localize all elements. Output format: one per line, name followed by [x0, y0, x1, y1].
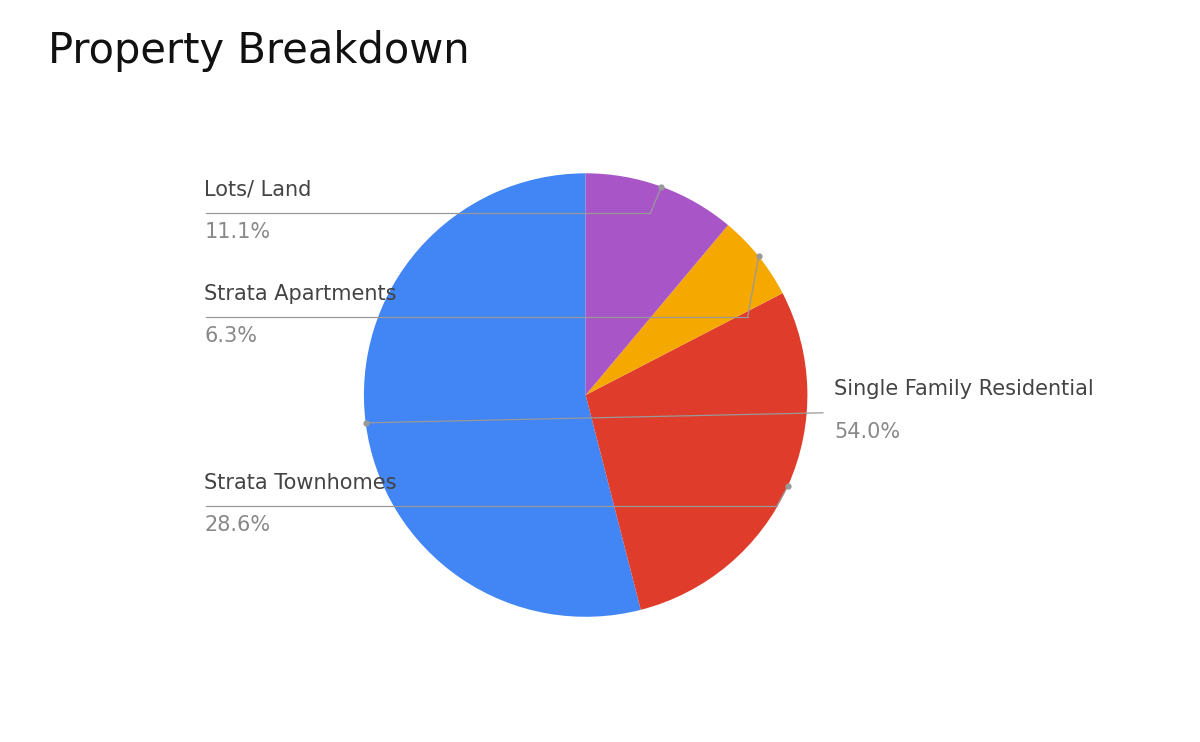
- Text: Lots/ Land: Lots/ Land: [204, 180, 312, 200]
- Text: 6.3%: 6.3%: [204, 326, 257, 347]
- Wedge shape: [586, 174, 728, 395]
- Text: Strata Townhomes: Strata Townhomes: [204, 473, 397, 493]
- Text: Strata Apartments: Strata Apartments: [204, 284, 397, 304]
- Text: 11.1%: 11.1%: [204, 222, 270, 242]
- Text: 54.0%: 54.0%: [834, 421, 900, 441]
- Wedge shape: [364, 174, 641, 617]
- Text: 28.6%: 28.6%: [204, 515, 270, 535]
- Wedge shape: [586, 293, 808, 610]
- Wedge shape: [586, 225, 782, 395]
- Text: Property Breakdown: Property Breakdown: [48, 30, 469, 72]
- Text: Single Family Residential: Single Family Residential: [834, 379, 1093, 399]
